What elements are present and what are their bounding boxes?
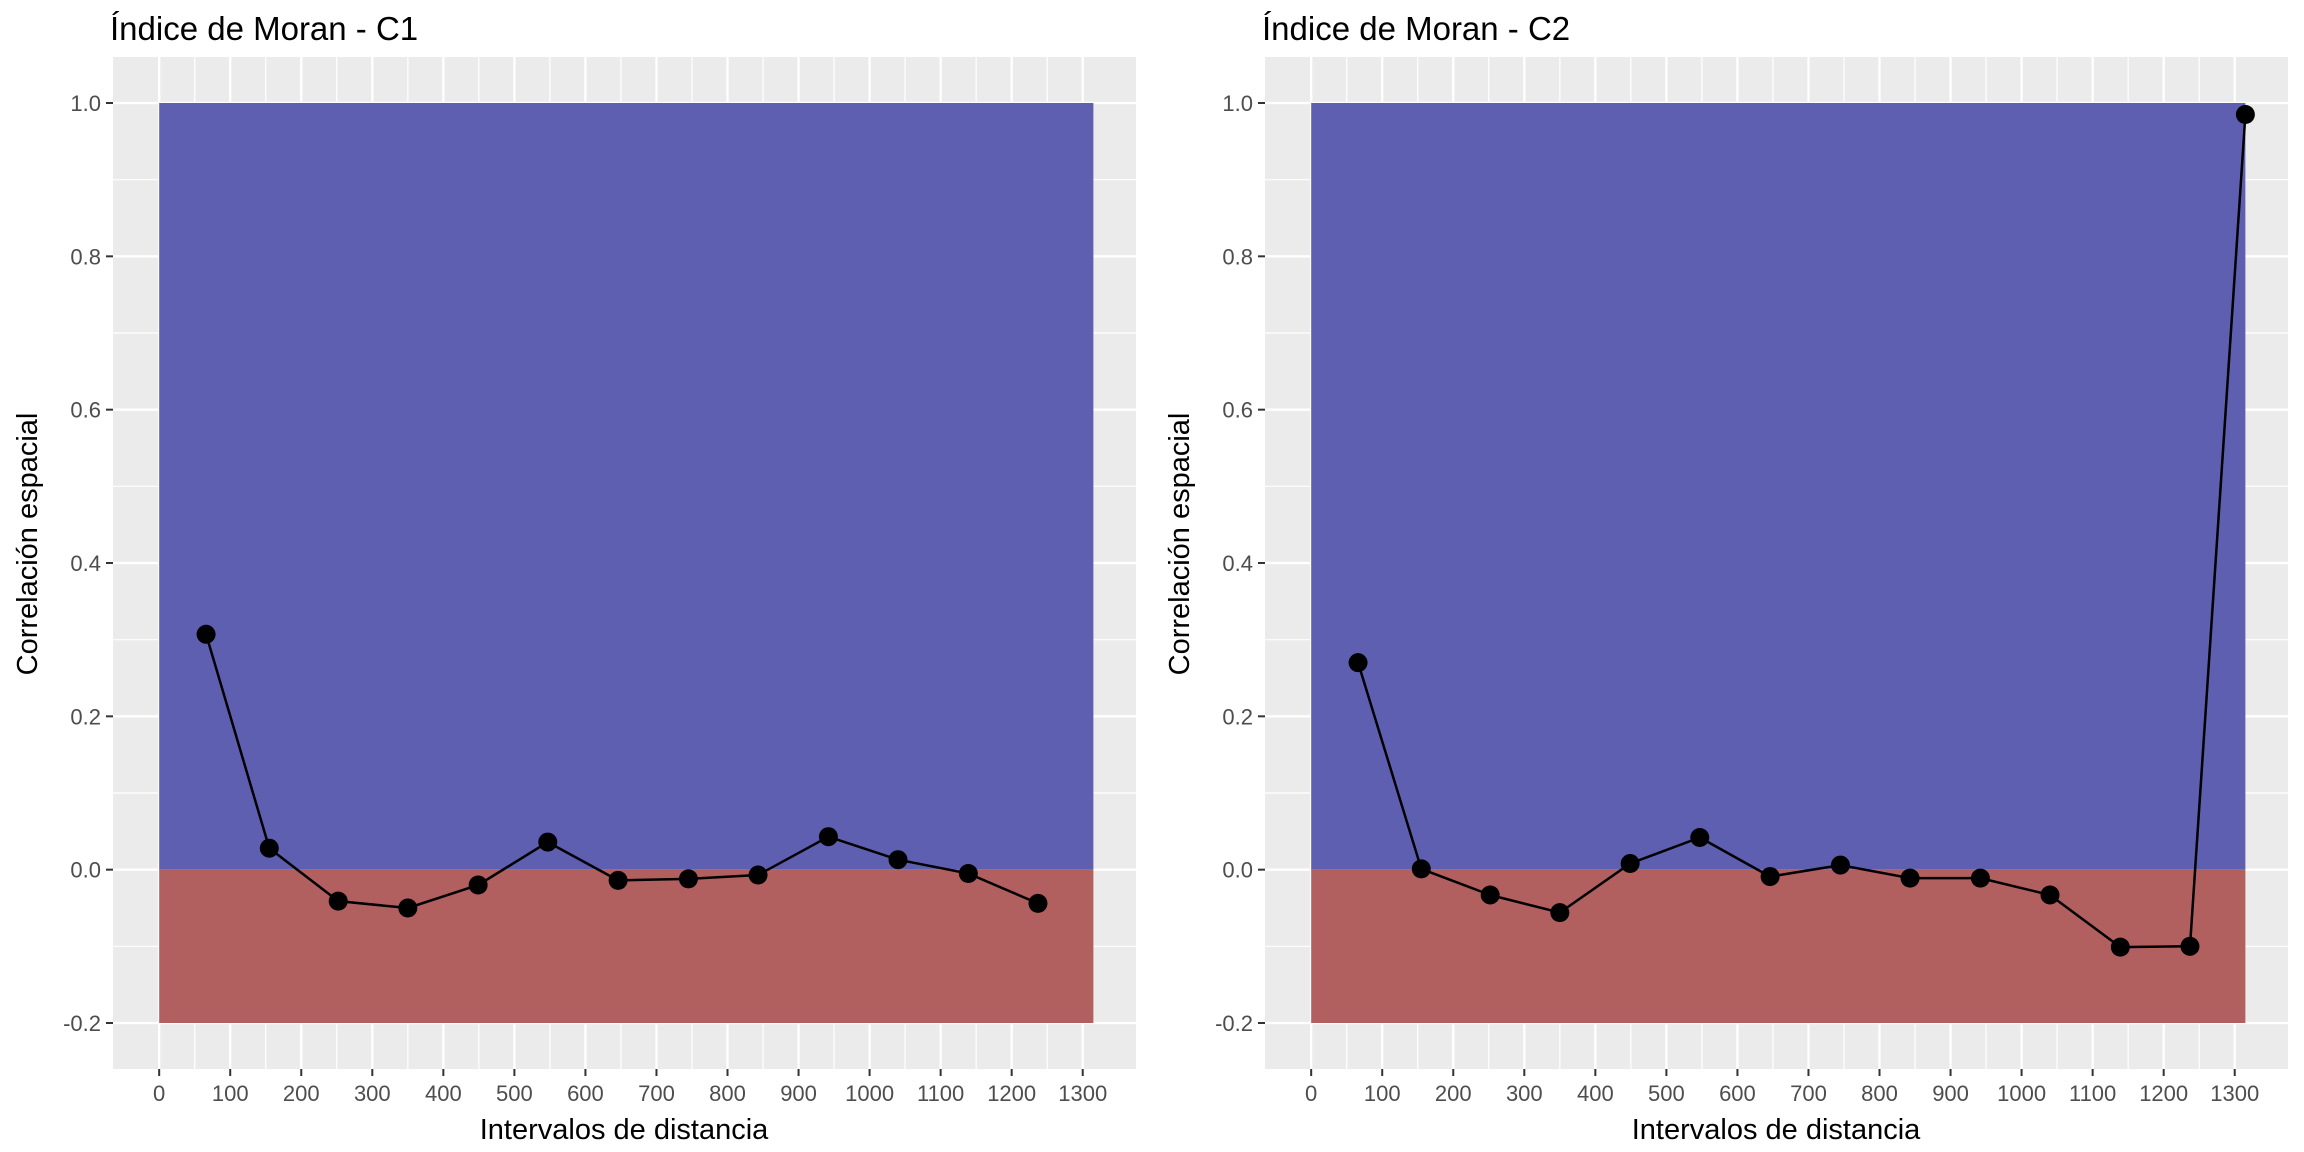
data-point	[958, 864, 978, 883]
x-tick-label: 400	[1577, 1081, 1614, 1106]
y-tick-label: -0.2	[63, 1011, 101, 1036]
x-tick-label: 1200	[987, 1081, 1036, 1106]
y-tick-label: 0.6	[1222, 398, 1253, 423]
x-tick-label: 500	[496, 1081, 533, 1106]
x-tick-label: 1000	[1997, 1081, 2046, 1106]
x-axis-title: Intervalos de distancia	[1632, 1114, 1921, 1146]
data-point	[1411, 859, 1431, 879]
data-point	[748, 865, 768, 885]
y-tick-label: 1.0	[1222, 91, 1253, 116]
x-tick-label: 700	[1790, 1081, 1827, 1106]
x-tick-label: 900	[1932, 1081, 1969, 1106]
data-point	[2040, 885, 2060, 905]
bands	[159, 103, 1094, 1023]
y-tick-label: 0.2	[1222, 704, 1253, 729]
y-tick-label: 0.0	[1222, 858, 1253, 883]
band-negative	[1311, 869, 2246, 1023]
data-point	[1690, 827, 1710, 847]
data-point	[1028, 893, 1048, 913]
y-tick-label: 0.2	[70, 704, 101, 729]
data-point	[196, 624, 216, 644]
x-tick-label: 1000	[845, 1081, 894, 1106]
y-axis-title: Correlación espacial	[12, 413, 44, 676]
y-tick-label: 0.4	[1222, 551, 1253, 576]
chart-panel-c1: 0 100 200 300 400 500 600 700 800 900 1000 1100 1200…	[12, 10, 1136, 1146]
x-tick-label: 600	[1719, 1081, 1756, 1106]
band-positive	[159, 103, 1094, 870]
data-point	[1970, 868, 1990, 888]
x-tick-label: 1200	[2139, 1081, 2188, 1106]
x-tick-label: 1100	[2069, 1081, 2116, 1106]
x-tick-label: 800	[1861, 1081, 1898, 1106]
data-point	[888, 850, 908, 870]
data-point	[1900, 868, 1920, 888]
data-point	[2180, 936, 2200, 956]
x-tick-label: 900	[780, 1081, 817, 1106]
x-tick-label: 0	[153, 1081, 165, 1106]
data-point	[1550, 903, 1570, 923]
data-point	[818, 827, 838, 847]
x-axis-title: Intervalos de distancia	[480, 1114, 769, 1146]
chart-title: Índice de Moran - C2	[1262, 10, 1570, 47]
y-tick-label: -0.2	[1215, 1011, 1253, 1036]
band-positive	[1311, 103, 2246, 870]
axes: 0 100 200 300 400 500 600 700 800 900 1000 1100 1200…	[63, 91, 1107, 1106]
x-tick-label: 400	[425, 1081, 462, 1106]
data-point	[538, 832, 558, 852]
data-point	[1760, 867, 1780, 887]
data-point	[328, 891, 348, 911]
data-point	[1480, 885, 1500, 905]
chart-panel-c2: 0 100 200 300 400 500 600 700 800 900 1000 1100 1200…	[1164, 10, 2288, 1146]
x-tick-label: 1300	[2210, 1081, 2259, 1106]
x-tick-label: 300	[1506, 1081, 1543, 1106]
x-tick-label: 600	[567, 1081, 604, 1106]
x-tick-label: 300	[354, 1081, 391, 1106]
x-tick-label: 1100	[917, 1081, 964, 1106]
x-tick-label: 200	[283, 1081, 320, 1106]
data-point	[678, 869, 698, 889]
chart-title: Índice de Moran - C1	[110, 10, 418, 47]
x-tick-label: 0	[1305, 1081, 1317, 1106]
x-tick-label: 800	[709, 1081, 746, 1106]
y-tick-label: 0.6	[70, 398, 101, 423]
x-tick-label: 100	[1364, 1081, 1401, 1106]
data-point	[468, 875, 488, 895]
x-tick-label: 1300	[1058, 1081, 1107, 1106]
y-axis-title: Correlación espacial	[1164, 413, 1196, 676]
series-line	[1356, 114, 2247, 949]
y-tick-label: 0.4	[70, 551, 101, 576]
data-point	[1830, 855, 1850, 875]
x-tick-label: 200	[1435, 1081, 1472, 1106]
x-tick-label: 500	[1648, 1081, 1685, 1106]
y-tick-label: 0.8	[1222, 244, 1253, 269]
data-point	[259, 838, 279, 858]
data-point	[2110, 937, 2130, 957]
x-tick-label: 700	[638, 1081, 675, 1106]
axes: 0 100 200 300 400 500 600 700 800 900 1000 1100 1200…	[1215, 91, 2259, 1106]
band-negative	[159, 869, 1094, 1023]
data-point	[1620, 854, 1640, 874]
bands	[1311, 103, 2246, 1023]
y-tick-label: 0.8	[70, 244, 101, 269]
data-point	[2235, 105, 2255, 124]
data-point	[608, 870, 628, 890]
data-point	[398, 898, 418, 918]
data-point	[1348, 653, 1368, 673]
x-tick-label: 100	[212, 1081, 249, 1106]
y-tick-label: 0.0	[70, 858, 101, 883]
y-tick-label: 1.0	[70, 91, 101, 116]
